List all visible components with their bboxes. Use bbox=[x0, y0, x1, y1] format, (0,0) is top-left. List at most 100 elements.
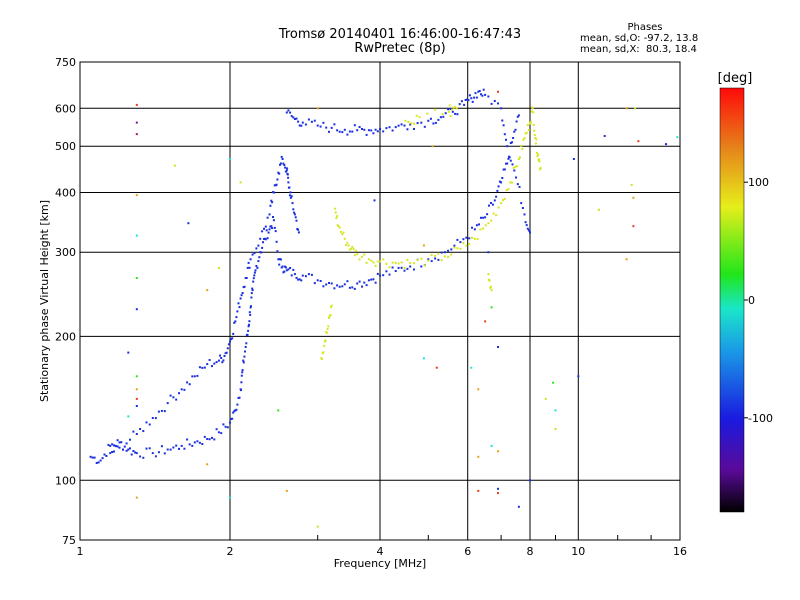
trace-point bbox=[372, 261, 375, 264]
trace-point bbox=[488, 279, 491, 282]
trace-point bbox=[343, 128, 346, 131]
trace-point bbox=[301, 274, 304, 277]
trace-point bbox=[372, 132, 375, 135]
trace-point bbox=[451, 110, 454, 113]
trace-point bbox=[217, 431, 220, 434]
trace-point bbox=[385, 127, 388, 130]
scatter-point bbox=[422, 357, 425, 360]
trace-point bbox=[468, 94, 471, 97]
trace-point bbox=[279, 162, 282, 165]
trace-point bbox=[286, 173, 289, 176]
trace-point bbox=[456, 113, 459, 116]
trace-point bbox=[232, 411, 235, 414]
trace-point bbox=[336, 224, 339, 227]
trace-point bbox=[477, 90, 480, 93]
trace-point bbox=[450, 253, 453, 256]
trace-point bbox=[139, 455, 142, 458]
trace-point bbox=[358, 126, 361, 128]
trace-point bbox=[503, 133, 506, 136]
trace-point bbox=[437, 252, 440, 255]
scatter-point bbox=[477, 388, 480, 391]
trace-point bbox=[135, 452, 138, 455]
trace-point bbox=[304, 123, 307, 126]
scatter-point bbox=[484, 320, 487, 323]
trace-point bbox=[255, 265, 258, 267]
trace-point bbox=[99, 459, 102, 462]
trace-point bbox=[509, 181, 512, 184]
scatter-point bbox=[135, 194, 138, 197]
trace-point bbox=[201, 366, 204, 369]
trace-point bbox=[416, 122, 419, 125]
trace-point bbox=[505, 162, 507, 165]
scatter-point bbox=[632, 225, 635, 228]
trace-point bbox=[252, 280, 255, 283]
trace-point bbox=[455, 107, 458, 110]
trace-point bbox=[265, 229, 268, 232]
trace-point bbox=[206, 363, 209, 366]
trace-point bbox=[508, 155, 510, 158]
trace-point bbox=[297, 231, 300, 234]
trace-point bbox=[491, 203, 494, 206]
trace-point bbox=[415, 114, 418, 117]
trace-point bbox=[465, 244, 468, 247]
trace-point bbox=[249, 306, 252, 309]
trace-point bbox=[432, 122, 435, 125]
trace-point bbox=[397, 266, 400, 269]
trace-point bbox=[220, 432, 223, 435]
trace-point bbox=[336, 284, 339, 287]
trace-point bbox=[459, 247, 462, 250]
colorbar-tick-label: -100 bbox=[748, 412, 773, 425]
trace-point bbox=[352, 248, 355, 250]
trace-point bbox=[507, 188, 510, 191]
trace-point bbox=[391, 266, 394, 269]
trace-point bbox=[278, 172, 281, 175]
x-tick-label: 6 bbox=[464, 545, 471, 558]
trace-point bbox=[351, 130, 354, 133]
trace-point bbox=[467, 99, 470, 102]
y-tick-label: 100 bbox=[55, 474, 76, 487]
trace-point bbox=[525, 131, 528, 134]
trace-point bbox=[478, 90, 481, 92]
chart-subtitle: RwPretec (8p) bbox=[354, 41, 446, 56]
trace-point bbox=[157, 451, 160, 454]
trace-point bbox=[285, 269, 288, 272]
trace-point bbox=[231, 337, 234, 340]
trace-point bbox=[213, 438, 216, 441]
trace-point bbox=[516, 165, 519, 168]
trace-point bbox=[501, 119, 504, 122]
x-tick-label: 10 bbox=[571, 545, 585, 558]
trace-point bbox=[321, 357, 323, 360]
trace-point bbox=[338, 130, 341, 133]
trace-point bbox=[223, 355, 226, 357]
trace-point bbox=[400, 123, 403, 126]
trace-point bbox=[224, 352, 227, 355]
trace-point bbox=[215, 428, 218, 431]
trace-point bbox=[530, 120, 533, 123]
trace-point bbox=[215, 361, 218, 364]
trace-point bbox=[293, 118, 296, 120]
trace-point bbox=[462, 242, 465, 244]
scatter-point bbox=[497, 487, 499, 490]
phase-box-o-line: mean, sd,O: -97.2, 13.8 bbox=[580, 33, 699, 44]
trace-point bbox=[338, 226, 341, 229]
trace-point bbox=[293, 213, 296, 216]
trace-point bbox=[365, 261, 368, 264]
trace-point bbox=[356, 282, 359, 285]
trace-point bbox=[285, 111, 288, 114]
trace-point bbox=[211, 365, 213, 368]
trace-point bbox=[382, 274, 385, 277]
trace-point bbox=[361, 128, 363, 130]
trace-point bbox=[280, 266, 283, 269]
trace-point bbox=[480, 216, 482, 219]
trace-point bbox=[490, 289, 493, 292]
trace-point bbox=[535, 151, 538, 154]
trace-point bbox=[272, 216, 274, 218]
trace-point bbox=[511, 141, 513, 144]
trace-point bbox=[288, 194, 291, 197]
trace-point bbox=[449, 108, 452, 110]
trace-point bbox=[512, 166, 515, 169]
trace-point bbox=[418, 116, 421, 119]
trace-point bbox=[284, 170, 287, 173]
trace-point bbox=[343, 283, 346, 286]
trace-point bbox=[335, 217, 338, 220]
